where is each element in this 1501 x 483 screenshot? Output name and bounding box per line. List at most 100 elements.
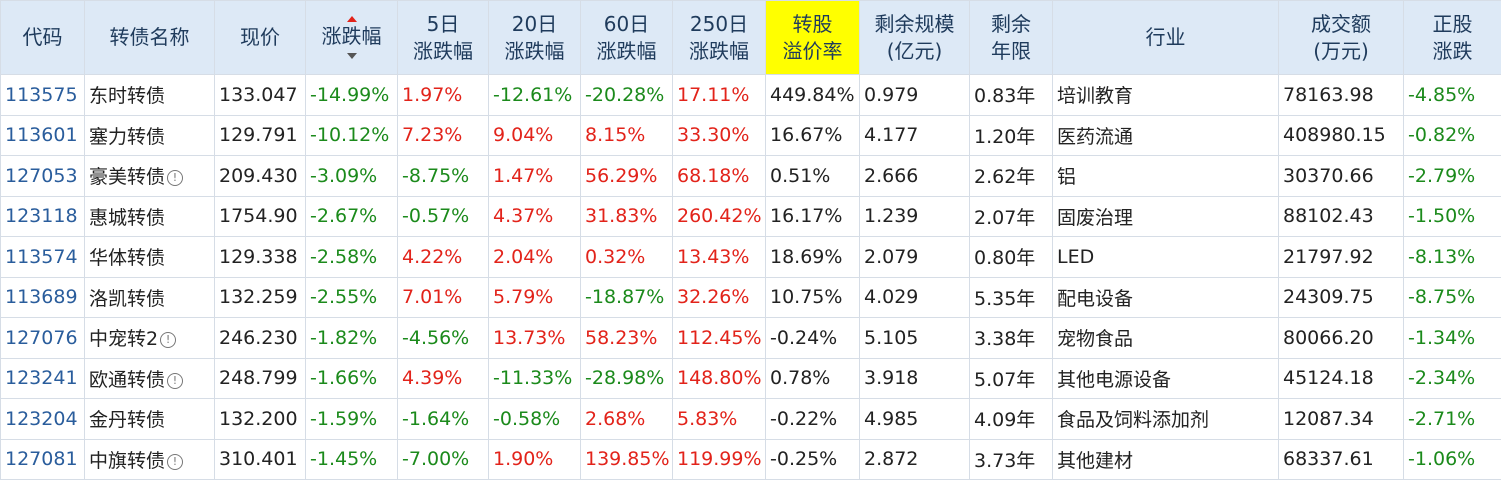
- col-header-code[interactable]: 代码: [0, 0, 85, 75]
- header-years-line1: 剩余: [991, 11, 1031, 36]
- cell-code-text[interactable]: 123204: [5, 407, 78, 430]
- cell-d60-text: 2.68%: [585, 407, 646, 430]
- header-5d-line2: 涨跌幅: [413, 38, 473, 63]
- cell-code-text[interactable]: 127076: [5, 326, 78, 349]
- cell-years: 0.83年: [969, 74, 1053, 116]
- table-row[interactable]: 113689 洛凯转债 132.259 -2.55% 7.01% 5.79% -18.87%…: [0, 276, 1501, 318]
- col-header-5d[interactable]: 5日 涨跌幅: [397, 0, 489, 75]
- cell-code[interactable]: 123118: [0, 195, 85, 237]
- col-header-years[interactable]: 剩余 年限: [969, 0, 1053, 75]
- cell-code-text[interactable]: 123241: [5, 367, 78, 390]
- table-row[interactable]: 127081 中旗转债! 310.401 -1.45% -7.00% 1.90% 139.8…: [0, 438, 1501, 480]
- sort-desc-icon[interactable]: [346, 53, 357, 59]
- cell-code[interactable]: 127076: [0, 317, 85, 359]
- cell-code[interactable]: 113689: [0, 276, 85, 318]
- cell-code[interactable]: 123204: [0, 398, 85, 440]
- cell-d250: 13.43%: [672, 236, 766, 278]
- col-header-price[interactable]: 现价: [214, 0, 306, 75]
- cell-d60-text: 139.85%: [585, 448, 670, 471]
- cell-scale: 5.105: [859, 317, 970, 359]
- cell-code-text[interactable]: 123118: [5, 205, 78, 228]
- table-row[interactable]: 123241 欧通转债! 248.799 -1.66% 4.39% -11.33% -28.…: [0, 357, 1501, 399]
- cell-d5: -4.56%: [397, 317, 489, 359]
- cell-change: -1.45%: [305, 438, 398, 480]
- cell-code[interactable]: 113575: [0, 74, 85, 116]
- cell-name[interactable]: 华体转债: [84, 236, 215, 278]
- col-header-premium[interactable]: 转股 溢价率: [765, 0, 860, 75]
- cell-change-text: -1.45%: [310, 448, 378, 471]
- cell-code-text[interactable]: 127053: [5, 164, 78, 187]
- cell-d5-text: 7.01%: [402, 286, 463, 309]
- cell-scale: 2.079: [859, 236, 970, 278]
- info-icon[interactable]: !: [167, 372, 184, 389]
- cell-name[interactable]: 中旗转债!: [84, 438, 215, 480]
- table-row[interactable]: 123118 惠城转债 1754.90 -2.67% -0.57% 4.37% 31.83%…: [0, 195, 1501, 237]
- col-header-volume[interactable]: 成交额 (万元): [1278, 0, 1404, 75]
- col-header-scale[interactable]: 剩余规模 (亿元): [859, 0, 970, 75]
- cell-code-text[interactable]: 113601: [5, 124, 78, 147]
- cell-code-text[interactable]: 113575: [5, 83, 78, 106]
- info-icon[interactable]: !: [167, 453, 184, 470]
- cell-name[interactable]: 金丹转债: [84, 398, 215, 440]
- cell-name-text[interactable]: 东时转债: [89, 85, 166, 108]
- table-row[interactable]: 123204 金丹转债 132.200 -1.59% -1.64% -0.58% 2.68%…: [0, 398, 1501, 440]
- cell-volume-text: 12087.34: [1283, 407, 1374, 430]
- col-header-250d[interactable]: 250日 涨跌幅: [672, 0, 766, 75]
- col-header-stock-change[interactable]: 正股 涨跌: [1403, 0, 1501, 75]
- cell-code[interactable]: 127081: [0, 438, 85, 480]
- cell-d60-text: -20.28%: [585, 83, 665, 106]
- cell-premium: 0.78%: [765, 357, 860, 399]
- cell-d250-text: 33.30%: [677, 124, 750, 147]
- cell-change: -1.82%: [305, 317, 398, 359]
- cell-name[interactable]: 东时转债: [84, 74, 215, 116]
- cell-premium: -0.24%: [765, 317, 860, 359]
- cell-name-text[interactable]: 豪美转债: [89, 166, 166, 189]
- cell-stock-change-text: -0.82%: [1408, 124, 1476, 147]
- cell-d20: -11.33%: [488, 357, 581, 399]
- table-row[interactable]: 127076 中宠转2! 246.230 -1.82% -4.56% 13.73% 58.2…: [0, 317, 1501, 359]
- cell-name-text[interactable]: 中旗转债: [89, 449, 166, 472]
- cell-name-text[interactable]: 欧通转债: [89, 368, 166, 391]
- cell-name[interactable]: 塞力转债: [84, 114, 215, 156]
- cell-price: 248.799: [214, 357, 306, 399]
- table-row[interactable]: 113601 塞力转债 129.791 -10.12% 7.23% 9.04% 8.15% 3…: [0, 114, 1501, 156]
- cell-d60: 139.85%: [580, 438, 673, 480]
- cell-name-text[interactable]: 洛凯转债: [89, 287, 166, 310]
- col-header-60d[interactable]: 60日 涨跌幅: [580, 0, 673, 75]
- cell-code-text[interactable]: 127081: [5, 448, 78, 471]
- table-row[interactable]: 113574 华体转债 129.338 -2.58% 4.22% 2.04% 0.32% 13…: [0, 236, 1501, 278]
- cell-code[interactable]: 113574: [0, 236, 85, 278]
- cell-code-text[interactable]: 113574: [5, 245, 78, 268]
- cell-name-text[interactable]: 华体转债: [89, 247, 166, 270]
- cell-name-text[interactable]: 塞力转债: [89, 125, 166, 148]
- col-header-change[interactable]: 涨跌幅: [305, 0, 398, 75]
- cell-name-text[interactable]: 中宠转2: [89, 328, 159, 351]
- cell-name[interactable]: 洛凯转债: [84, 276, 215, 318]
- col-header-20d[interactable]: 20日 涨跌幅: [488, 0, 581, 75]
- cell-name[interactable]: 惠城转债: [84, 195, 215, 237]
- sort-asc-icon[interactable]: [346, 16, 357, 22]
- cell-d250-text: 68.18%: [677, 164, 750, 187]
- table-row[interactable]: 113575 东时转债 133.047 -14.99% 1.97% -12.61% -20.…: [0, 74, 1501, 116]
- cell-change-text: -2.55%: [310, 286, 378, 309]
- cell-scale: 0.979: [859, 74, 970, 116]
- info-icon[interactable]: !: [160, 332, 177, 349]
- cell-d60-text: 58.23%: [585, 326, 658, 349]
- table-row[interactable]: 127053 豪美转债! 209.430 -3.09% -8.75% 1.47% 56.29…: [0, 155, 1501, 197]
- cell-code[interactable]: 123241: [0, 357, 85, 399]
- cell-code-text[interactable]: 113689: [5, 286, 78, 309]
- cell-code[interactable]: 127053: [0, 155, 85, 197]
- cell-volume-text: 24309.75: [1283, 286, 1374, 309]
- col-header-name[interactable]: 转债名称: [84, 0, 215, 75]
- cell-code[interactable]: 113601: [0, 114, 85, 156]
- cell-d250: 33.30%: [672, 114, 766, 156]
- cell-name[interactable]: 欧通转债!: [84, 357, 215, 399]
- cell-name[interactable]: 中宠转2!: [84, 317, 215, 359]
- info-icon[interactable]: !: [167, 170, 184, 187]
- cell-years: 3.38年: [969, 317, 1053, 359]
- col-header-industry[interactable]: 行业: [1052, 0, 1279, 75]
- cell-name[interactable]: 豪美转债!: [84, 155, 215, 197]
- cell-name-text[interactable]: 金丹转债: [89, 409, 166, 432]
- cell-name-text[interactable]: 惠城转债: [89, 206, 166, 229]
- cell-d60: -20.28%: [580, 74, 673, 116]
